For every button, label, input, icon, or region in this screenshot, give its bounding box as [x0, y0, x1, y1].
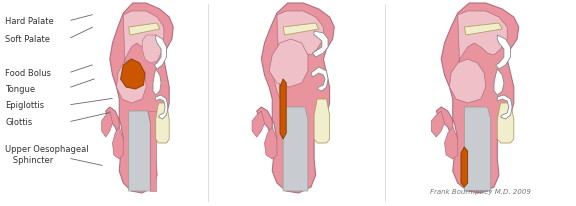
Polygon shape — [314, 99, 329, 143]
Polygon shape — [283, 24, 319, 36]
Polygon shape — [252, 111, 264, 137]
Polygon shape — [156, 96, 168, 119]
Polygon shape — [257, 4, 334, 193]
Polygon shape — [269, 40, 308, 88]
Polygon shape — [147, 111, 156, 191]
Polygon shape — [311, 68, 328, 91]
Polygon shape — [264, 127, 277, 159]
Polygon shape — [464, 24, 502, 36]
Polygon shape — [154, 36, 166, 70]
Polygon shape — [461, 147, 468, 187]
Polygon shape — [494, 70, 504, 96]
Text: Glottis: Glottis — [5, 118, 32, 127]
Text: Soft Palate: Soft Palate — [5, 35, 50, 44]
Polygon shape — [116, 60, 146, 103]
Text: Hard Palate: Hard Palate — [5, 18, 54, 26]
Polygon shape — [313, 32, 328, 58]
Polygon shape — [102, 111, 112, 137]
Text: Epiglottis: Epiglottis — [5, 101, 44, 110]
Polygon shape — [454, 12, 507, 99]
Polygon shape — [128, 111, 150, 191]
Text: Frank Bourmpney M.D. 2009: Frank Bourmpney M.D. 2009 — [430, 188, 530, 194]
Polygon shape — [120, 12, 164, 99]
Polygon shape — [431, 111, 445, 137]
Polygon shape — [445, 127, 458, 159]
Polygon shape — [274, 12, 323, 99]
Text: Tongue: Tongue — [5, 84, 35, 93]
Polygon shape — [120, 60, 145, 90]
Polygon shape — [153, 70, 161, 96]
Polygon shape — [436, 4, 519, 193]
Polygon shape — [497, 96, 512, 119]
Text: Food Bolus: Food Bolus — [5, 69, 51, 78]
Polygon shape — [142, 36, 161, 64]
Polygon shape — [464, 108, 491, 191]
Polygon shape — [283, 108, 308, 191]
Polygon shape — [156, 103, 169, 143]
Polygon shape — [497, 103, 514, 143]
Polygon shape — [496, 36, 510, 70]
Polygon shape — [112, 127, 123, 159]
Text: Upper Oesophageal
   Sphincter: Upper Oesophageal Sphincter — [5, 145, 89, 164]
Polygon shape — [128, 24, 160, 36]
Polygon shape — [449, 60, 486, 103]
Polygon shape — [106, 4, 173, 193]
Polygon shape — [280, 80, 286, 139]
